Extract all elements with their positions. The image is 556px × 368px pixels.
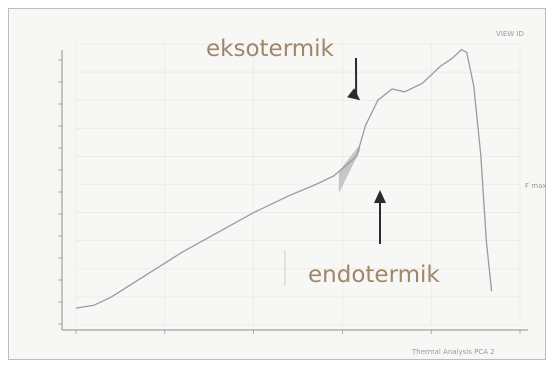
- grid-lines: [75, 43, 521, 326]
- right-marker-label: F max: [525, 182, 547, 190]
- arrowhead-eksotermik: [347, 88, 361, 101]
- shaded-region-layer: [338, 144, 361, 194]
- series-layer: [75, 48, 493, 309]
- series-line: [75, 48, 493, 309]
- tick-layer: [58, 59, 521, 334]
- arrowhead-endotermik: [374, 190, 386, 203]
- corner-text-bottom-right: Thermal Analysis PCA 2: [411, 348, 495, 356]
- annotation-endotermik: endotermik: [308, 262, 440, 288]
- corner-text-top-right: VIEW ID: [496, 30, 524, 38]
- shaded-region: [338, 144, 361, 194]
- annotation-eksotermik: eksotermik: [206, 36, 335, 62]
- chart-axes: [61, 50, 528, 331]
- chart-frame: [8, 8, 546, 360]
- annotations-layer: eksotermik endotermik F max: [206, 36, 547, 288]
